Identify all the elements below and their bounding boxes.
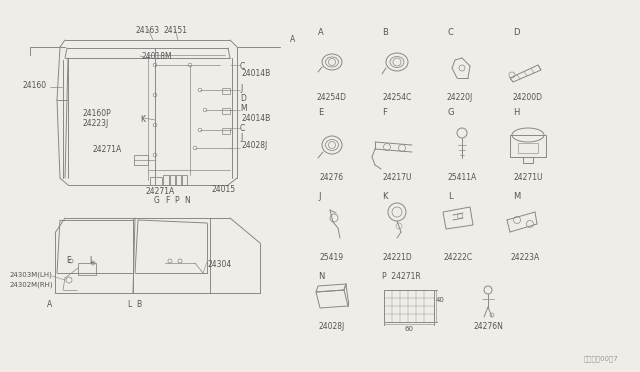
Text: L: L [127, 300, 131, 309]
Text: 60: 60 [404, 326, 413, 332]
Text: 25419: 25419 [320, 253, 344, 262]
Text: 24217U: 24217U [382, 173, 412, 182]
Bar [384, 290, 434, 322]
Text: 24254C: 24254C [382, 93, 412, 102]
Text: J: J [240, 132, 243, 141]
Text: 24220J: 24220J [447, 93, 473, 102]
Text: 24254D: 24254D [317, 93, 347, 102]
Text: 24160: 24160 [22, 80, 46, 90]
Text: 25411A: 25411A [447, 173, 477, 182]
Text: 24028J: 24028J [242, 141, 268, 150]
Circle shape [204, 108, 207, 112]
Circle shape [198, 128, 202, 132]
Bar [523, 157, 533, 163]
Bar [176, 175, 181, 185]
Text: 24303M(LH): 24303M(LH) [10, 272, 53, 279]
Bar [222, 108, 230, 114]
Bar [510, 135, 546, 157]
Text: A: A [47, 300, 52, 309]
Text: 24014B: 24014B [242, 68, 271, 77]
Text: E: E [318, 108, 323, 117]
Text: C: C [240, 61, 245, 71]
Text: M: M [513, 192, 520, 201]
Text: 24014B: 24014B [242, 113, 271, 122]
Circle shape [153, 153, 157, 157]
Text: 24276N: 24276N [473, 322, 503, 331]
Text: C: C [240, 124, 245, 132]
Text: アプリ＊00・7: アプリ＊00・7 [583, 355, 618, 362]
Text: D: D [240, 93, 246, 103]
Bar [170, 175, 175, 185]
Text: 40: 40 [436, 297, 445, 303]
Text: F: F [165, 196, 169, 205]
Bar [182, 175, 187, 185]
Text: H: H [513, 108, 520, 117]
Text: 24028J: 24028J [319, 322, 345, 331]
Circle shape [153, 63, 157, 67]
Bar [518, 143, 538, 153]
Circle shape [198, 88, 202, 92]
Text: C: C [448, 28, 454, 37]
Text: G: G [154, 196, 160, 205]
Text: G: G [448, 108, 454, 117]
Circle shape [153, 93, 157, 97]
Bar [150, 177, 162, 185]
Text: P  24271R: P 24271R [382, 272, 420, 281]
Circle shape [193, 146, 197, 150]
Bar [134, 155, 148, 165]
Bar [163, 175, 169, 185]
Text: 24222C: 24222C [444, 253, 472, 262]
Text: A: A [318, 28, 324, 37]
Text: 24271U: 24271U [513, 173, 543, 182]
Text: 24163: 24163 [136, 26, 160, 35]
Text: K: K [140, 115, 145, 124]
Text: N: N [184, 196, 190, 205]
Bar [78, 263, 96, 275]
Bar [222, 88, 230, 94]
Text: L: L [448, 192, 452, 201]
Text: L: L [89, 256, 93, 265]
Text: A: A [290, 35, 295, 44]
Text: N: N [318, 272, 324, 281]
Text: D: D [513, 28, 520, 37]
Text: 24302M(RH): 24302M(RH) [10, 281, 54, 288]
Text: K: K [382, 192, 387, 201]
Text: 24160P: 24160P [82, 109, 111, 118]
Text: 24276: 24276 [320, 173, 344, 182]
Text: 24304: 24304 [207, 260, 231, 269]
Circle shape [188, 63, 192, 67]
Text: 24223J: 24223J [82, 119, 108, 128]
Text: 24223A: 24223A [510, 253, 540, 262]
Text: 24271A: 24271A [145, 187, 175, 196]
Text: P: P [175, 196, 179, 205]
Text: 24271A: 24271A [92, 145, 121, 154]
Text: B: B [136, 300, 141, 309]
Text: 24221D: 24221D [382, 253, 412, 262]
Text: 24018M: 24018M [142, 52, 173, 61]
Text: J: J [240, 83, 243, 93]
Circle shape [153, 123, 157, 127]
Text: E: E [67, 256, 72, 265]
Text: 24200D: 24200D [513, 93, 543, 102]
Bar [222, 128, 230, 134]
Text: 24151: 24151 [163, 26, 187, 35]
Text: B: B [382, 28, 388, 37]
Text: M: M [240, 103, 246, 112]
Text: 24015: 24015 [212, 185, 236, 194]
Text: F: F [382, 108, 387, 117]
Text: J: J [318, 192, 321, 201]
